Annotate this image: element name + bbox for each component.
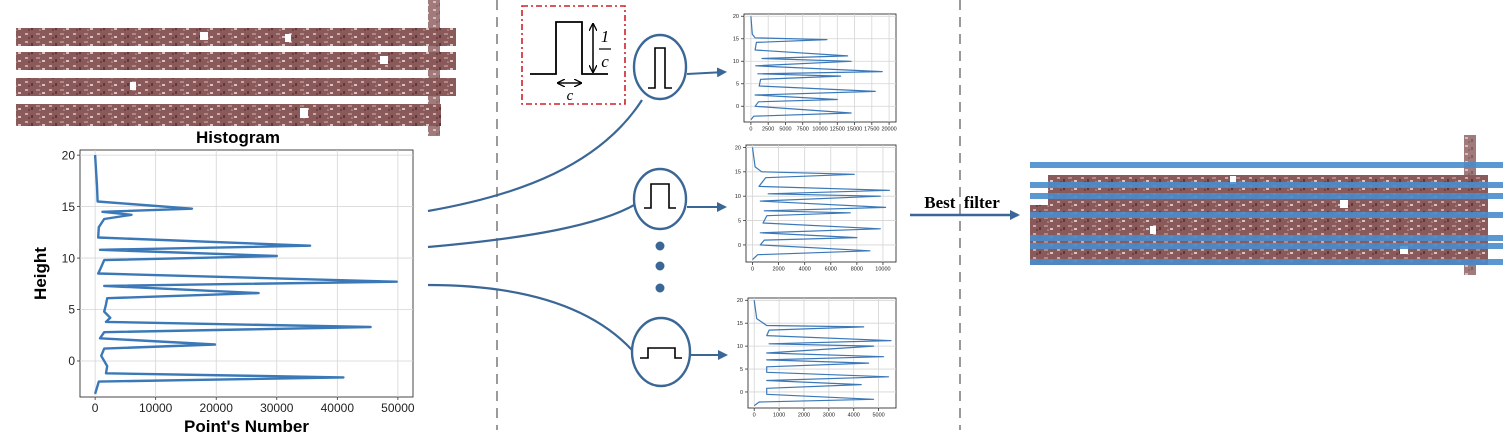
x-tick-label: 10000: [139, 401, 173, 415]
x-tick-label: 0: [751, 267, 754, 273]
x-tick-label: 7500: [797, 127, 809, 133]
y-tick-label: 10: [62, 251, 76, 265]
filter-narrow-circle: [632, 33, 688, 101]
facade-point-cloud-left: [16, 0, 456, 136]
filtered-histogram-1: 0 2500 5000 7500 10000 12500 15000 17500 20000 0 5…: [733, 13, 897, 133]
x-tick-label: 0: [749, 127, 752, 133]
filtered-histogram-2: 0 2000 4000 6000 8000 10000 0 5 10 15 20: [735, 144, 897, 273]
y-tick-label: 0: [740, 390, 743, 396]
series-line-1: [751, 147, 891, 261]
x-tick-label: 5000: [872, 413, 884, 419]
histogram-title: Histogram: [196, 128, 280, 147]
y-tick-label: 15: [737, 321, 743, 327]
y-tick-label: 10: [733, 59, 739, 65]
y-tick-label: 10: [737, 344, 743, 350]
kernel-height-denominator: c: [601, 52, 609, 71]
y-tick-label: 15: [62, 200, 76, 214]
y-tick-label: 5: [738, 218, 741, 224]
floor-split-lines: [1030, 162, 1503, 265]
x-tick-label: 2000: [798, 413, 810, 419]
x-tick-label: 1000: [773, 413, 785, 419]
filter-medium-circle: [632, 167, 688, 231]
y-tick-label: 15: [733, 37, 739, 43]
y-tick-label: 5: [740, 367, 743, 373]
x-tick-label: 10000: [812, 127, 827, 133]
plot-frame: [745, 144, 897, 263]
y-tick-label: 20: [735, 145, 741, 151]
y-tick-label: 10: [735, 194, 741, 200]
x-tick-label: 2500: [762, 127, 774, 133]
y-tick-label: 5: [68, 303, 75, 317]
facade-point-cloud-segmented: [1030, 135, 1488, 275]
x-tick-label: 3000: [823, 413, 835, 419]
x-tick-label: 10000: [875, 267, 890, 273]
connector-curve-bottom: [427, 283, 633, 351]
x-tick-label: 12500: [830, 127, 845, 133]
y-axis-label: Height: [31, 247, 50, 300]
y-tick-label: 15: [735, 170, 741, 176]
x-tick-label: 2000: [772, 267, 784, 273]
x-tick-label: 40000: [321, 401, 355, 415]
y-tick-label: 0: [738, 243, 741, 249]
best-filter-label: Best filter: [924, 193, 1000, 212]
arrow-to-plot-1: [686, 67, 727, 78]
main-histogram-chart: 0 10000 20000 30000 40000 50000 0 5 10 15 20 Point'…: [31, 148, 415, 436]
ellipsis-dots: [655, 241, 665, 293]
x-tick-label: 15000: [847, 127, 862, 133]
y-tick-label: 5: [736, 82, 739, 88]
series-line-1: [753, 300, 892, 407]
connector-curve-top: [427, 99, 643, 213]
x-tick-label: 30000: [260, 401, 294, 415]
filtered-histogram-3: 0 1000 2000 3000 4000 5000 0 5 10 15 20: [737, 297, 897, 419]
series-line-1: [750, 16, 883, 121]
pulse-wide-icon: [640, 347, 682, 359]
kernel-height-numerator: 1: [601, 27, 610, 46]
x-tick-label: 20000: [881, 127, 896, 133]
x-tick-label: 0: [92, 401, 99, 415]
connector-curve-middle: [427, 203, 637, 249]
series-line-1: [93, 155, 398, 395]
pulse-narrow-icon: [648, 47, 672, 89]
y-tick-label: 20: [737, 298, 743, 304]
y-tick-label: 0: [736, 104, 739, 110]
kernel-definition-box: 1 c c: [521, 5, 626, 105]
y-tick-label: 20: [62, 148, 76, 162]
x-tick-label: 0: [753, 413, 756, 419]
y-tick-label: 0: [68, 354, 75, 368]
x-tick-label: 4000: [799, 267, 811, 273]
x-tick-label: 5000: [779, 127, 791, 133]
x-tick-label: 20000: [200, 401, 234, 415]
filter-wide-circle: [630, 316, 692, 388]
x-tick-label: 50000: [381, 401, 415, 415]
x-axis-label: Point's Number: [184, 417, 309, 436]
x-tick-label: 17500: [864, 127, 879, 133]
pulse-medium-icon: [644, 183, 676, 209]
kernel-width-label: c: [567, 88, 574, 104]
x-tick-label: 4000: [848, 413, 860, 419]
y-tick-label: 20: [733, 14, 739, 20]
x-tick-label: 6000: [825, 267, 837, 273]
x-tick-label: 8000: [851, 267, 863, 273]
